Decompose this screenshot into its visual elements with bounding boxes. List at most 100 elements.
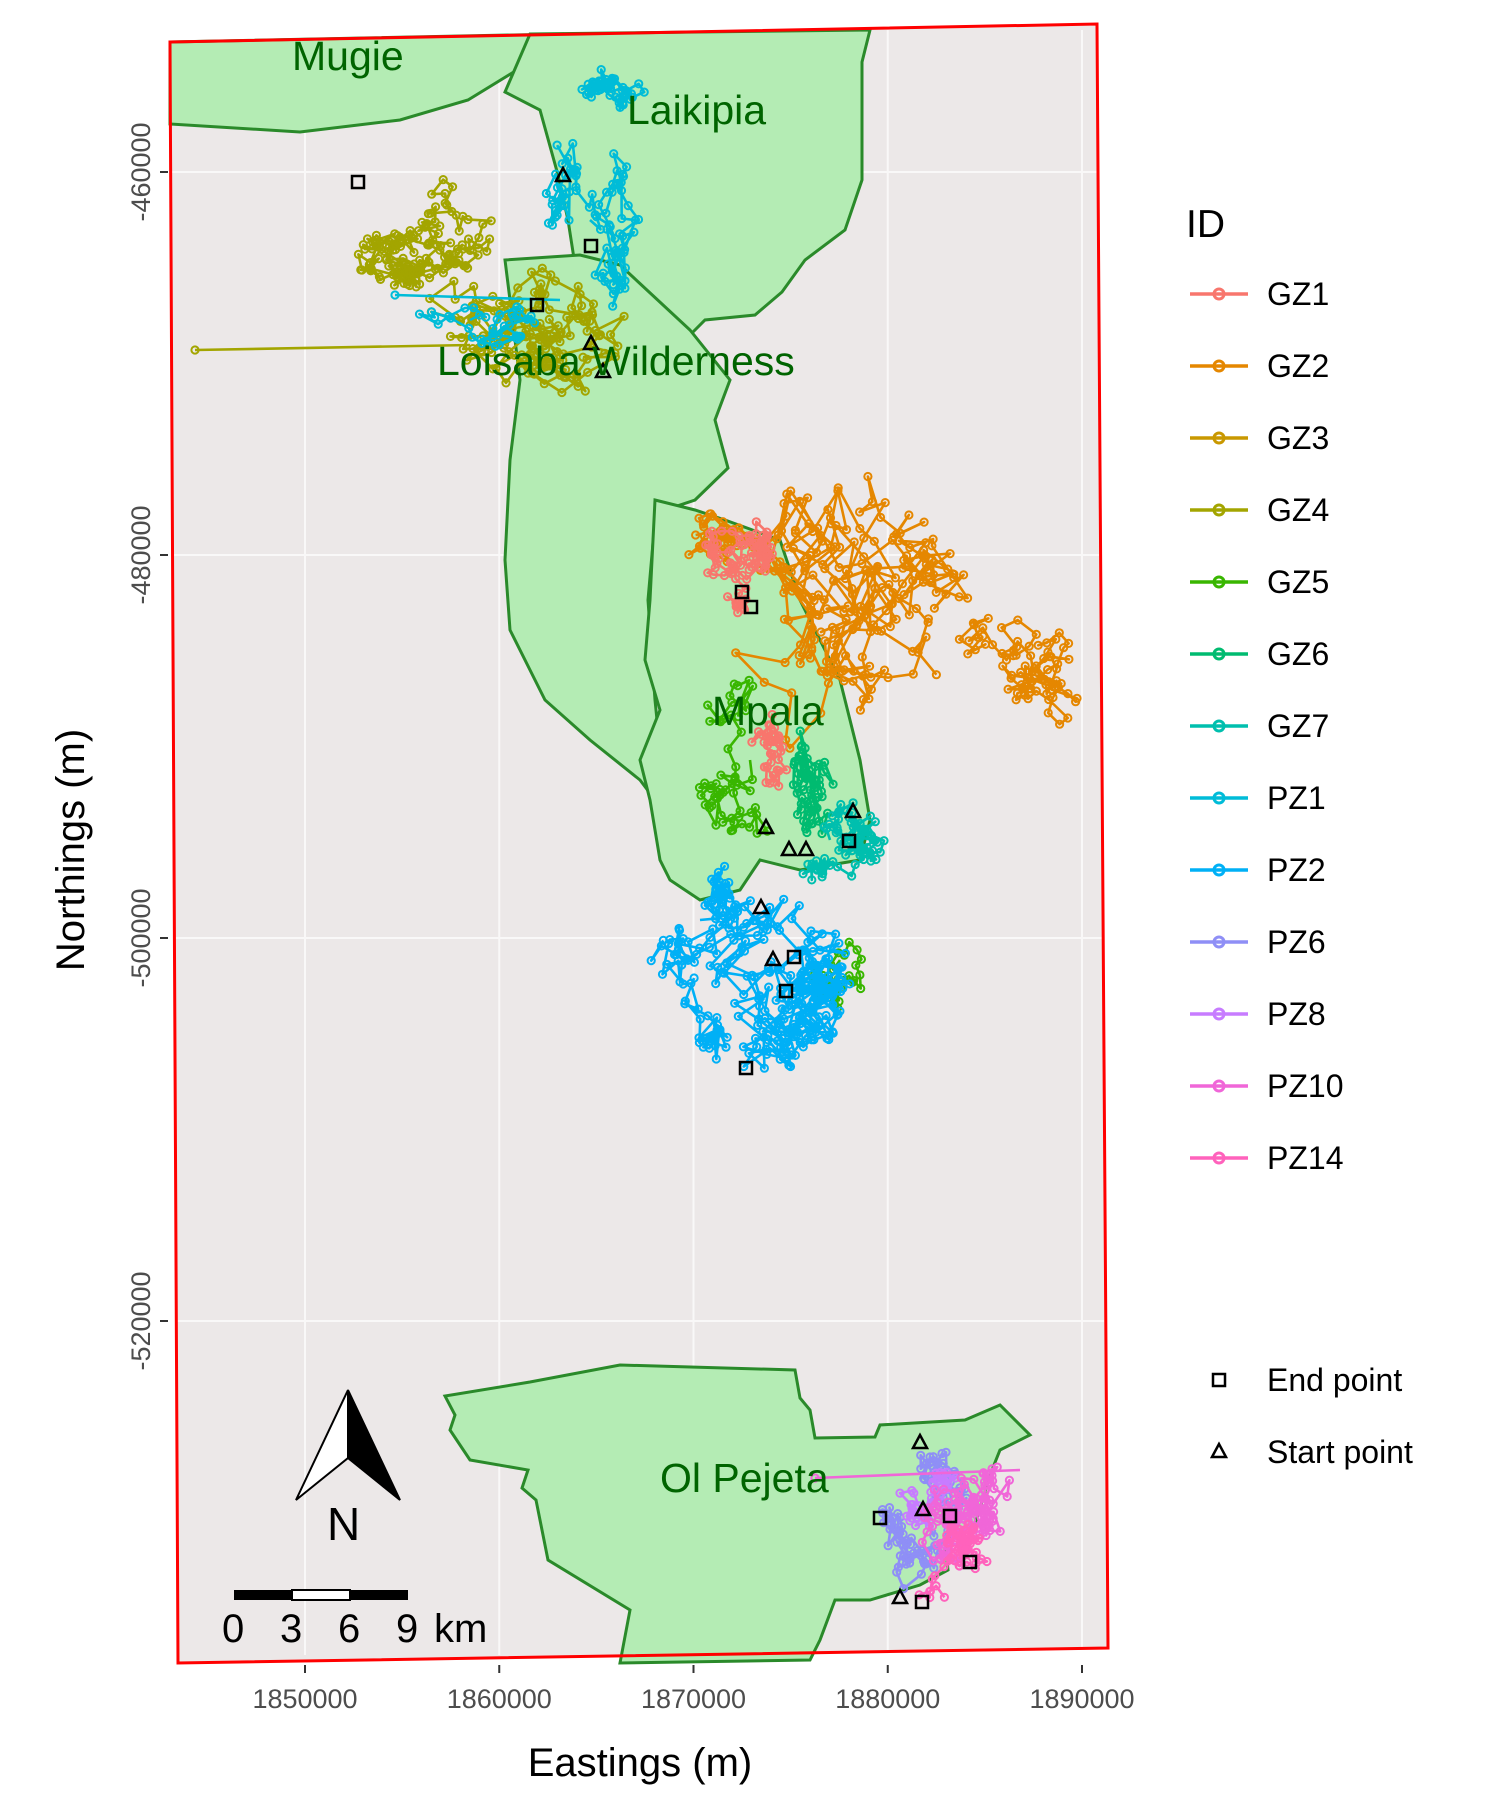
track-fix [823,996,833,1006]
track-fix [384,246,394,256]
track-fix [772,534,782,544]
legend-item-pz2: PZ2 [1190,852,1326,888]
track-fix [836,986,846,997]
track-fix [779,588,789,598]
track-fix [491,363,501,373]
track-fix [823,678,834,688]
scale-bar-segment-2 [291,1589,351,1601]
track-fix [1008,645,1019,656]
track-fix [953,1488,964,1498]
track-fix [927,555,937,565]
track-fix [1033,640,1043,650]
track-fix [427,307,437,317]
track-fix [776,1027,786,1037]
legend: ID GZ1 GZ2 GZ3 GZ4 GZ5 GZ6 GZ7 PZ1 PZ2 PZ6 PZ8 PZ10… [1186,203,1413,1470]
track-fix [760,1006,770,1016]
x-tick-label: 1870000 [641,1684,746,1714]
track-pz1 [414,302,540,351]
track-fix [435,245,445,255]
track-fix [778,742,788,752]
legend-swatch-point [1212,647,1226,661]
track-fix [805,785,815,795]
track-fix [826,519,836,529]
end-point-marker [914,1594,930,1610]
track-fix [711,884,721,894]
track-fix [916,1569,927,1579]
track-fix [974,633,984,643]
track-fix [941,1548,951,1558]
track-fix [937,1448,947,1459]
track-fix [720,919,730,930]
track-fix [774,925,785,936]
track-fix [731,574,741,584]
track-fix [807,623,817,634]
track-fix [849,537,859,547]
track-fix [950,1473,960,1483]
track-fix [495,310,505,320]
track-fix [794,901,804,911]
start-point-marker [756,817,776,835]
track-fix [807,1035,817,1045]
track-fix [619,311,629,321]
legend-square-icon [1211,1372,1227,1388]
legend-swatch-point [1212,431,1226,445]
track-fix [819,595,829,605]
track-fix [893,1562,904,1572]
track-fix [525,349,535,359]
track-fix [978,623,988,633]
track-fix [784,1004,794,1015]
track-fix [836,799,846,810]
track-fix [759,677,769,687]
track-fix [815,984,825,994]
track-fix [814,775,824,785]
end-point-marker [350,174,366,190]
track-pz2 [662,894,855,1073]
track-fix [860,610,870,620]
track-fix [807,875,817,885]
track-fix [826,543,836,553]
track-fix [414,309,425,319]
track-fix [388,269,398,280]
track-fix [804,953,814,963]
track-fix [812,792,822,803]
track-fix [989,1507,999,1517]
track-fix [964,636,974,646]
x-axis-title: Eastings (m) [528,1741,753,1785]
track-fix [714,715,725,726]
track-fix [939,1562,949,1572]
track-fix [808,1003,818,1013]
region-labels: Mugie Laikipia Loisaba Wilderness Mpala … [292,33,829,1501]
track-fix [555,337,565,347]
track-fix [891,529,902,539]
track-fix [433,228,443,239]
track-fix [798,869,808,879]
track-fix [516,358,526,368]
track-fix [808,1006,818,1017]
track-fix [897,579,908,589]
track-fix [800,970,811,980]
legend-item-pz14: PZ14 [1190,1140,1343,1176]
track-fix [801,1031,811,1041]
track-fix [949,573,959,583]
track-fix [762,549,772,559]
track-fix [478,219,488,229]
track-fix [956,1473,966,1483]
track-fix [469,303,479,313]
track-fix [776,1042,786,1052]
track-fix [774,1019,785,1029]
track-fix [715,784,725,795]
track-fix [590,210,600,220]
track-fix [850,859,860,870]
track-fix [873,561,883,572]
x-axis: 1850000 1860000 1870000 1880000 1890000 [252,1665,1135,1714]
legend-swatch-point [1212,503,1226,517]
track-fix [740,936,751,946]
track-fix [856,954,867,964]
track-fix [623,201,633,211]
track-fix [620,276,630,286]
track-fix [585,316,595,326]
track-fix [822,604,832,614]
track-fix [536,324,547,334]
track-fix [833,483,843,493]
track-fix [391,270,401,280]
